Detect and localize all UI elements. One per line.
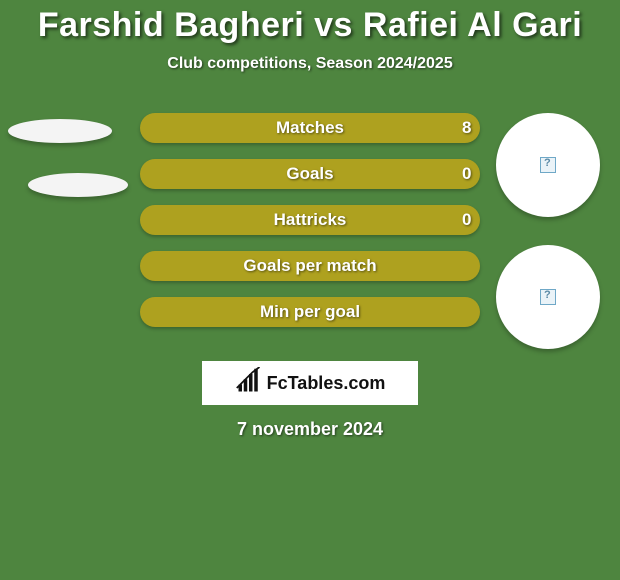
stat-label: Goals: [140, 159, 480, 189]
stat-value-right: 8: [462, 113, 471, 143]
stat-bars: Matches8Goals0Hattricks0Goals per matchM…: [140, 113, 480, 343]
stat-value-right: 0: [462, 159, 471, 189]
image-placeholder-icon: [540, 157, 556, 173]
comparison-card: Farshid Bagheri vs Rafiei Al Gari Club c…: [0, 0, 620, 580]
attribution-badge: FcTables.com: [202, 361, 418, 405]
image-placeholder-icon: [540, 289, 556, 305]
page-title: Farshid Bagheri vs Rafiei Al Gari: [0, 0, 620, 45]
chart-icon: [235, 367, 263, 400]
player-avatar-placeholder: [496, 113, 600, 217]
subtitle: Club competitions, Season 2024/2025: [0, 55, 620, 73]
stat-label: Matches: [140, 113, 480, 143]
stat-label: Goals per match: [140, 251, 480, 281]
stat-bar-row: Min per goal: [140, 297, 480, 327]
attribution-text: FcTables.com: [267, 373, 386, 394]
date-stamp: 7 november 2024: [0, 419, 620, 440]
stat-bar-row: Goals0: [140, 159, 480, 189]
stat-value-right: 0: [462, 205, 471, 235]
player-avatar-placeholder: [496, 245, 600, 349]
stat-bar-row: Goals per match: [140, 251, 480, 281]
left-ellipse: [28, 173, 128, 197]
stat-bar-row: Matches8: [140, 113, 480, 143]
stat-bar-row: Hattricks0: [140, 205, 480, 235]
stat-label: Min per goal: [140, 297, 480, 327]
left-ellipse: [8, 119, 112, 143]
content-area: Matches8Goals0Hattricks0Goals per matchM…: [0, 113, 620, 353]
stat-label: Hattricks: [140, 205, 480, 235]
